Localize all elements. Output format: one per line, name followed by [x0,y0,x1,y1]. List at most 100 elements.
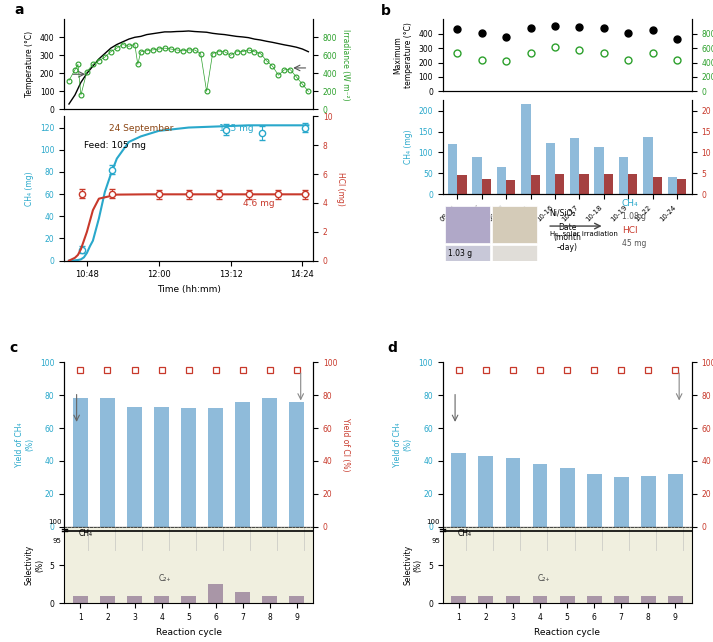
Text: Ni/SiO₂: Ni/SiO₂ [550,209,576,218]
Bar [154,406,169,527]
Bar [619,157,628,194]
Text: 95: 95 [431,538,440,544]
Bar [154,527,169,550]
Y-axis label: Yield of Cl (%): Yield of Cl (%) [341,418,350,471]
Bar [555,175,564,194]
Bar [587,527,602,603]
Bar [127,406,142,527]
Text: d: d [388,341,398,355]
Bar [545,143,555,194]
Y-axis label: CH₄ (mg): CH₄ (mg) [404,130,413,164]
X-axis label: Time (hh:mm): Time (hh:mm) [157,285,220,294]
Bar [289,527,304,550]
Bar [100,398,115,527]
Text: 95: 95 [53,538,62,544]
Bar [668,596,683,603]
Text: C₂₊: C₂₊ [537,573,550,582]
Bar [235,527,250,603]
Text: H₂, solar irradiation: H₂, solar irradiation [550,232,617,238]
Text: c: c [9,341,18,355]
Bar [497,166,506,194]
Bar [235,527,250,550]
Bar [614,527,629,603]
Bar [530,175,540,194]
Bar [533,464,548,527]
Bar [154,596,169,603]
Bar [181,596,196,603]
Bar [445,245,490,261]
Bar [478,527,493,603]
Y-axis label: Yield of CH₄
(%): Yield of CH₄ (%) [394,422,413,467]
Bar [587,596,602,603]
Text: 4.6 mg: 4.6 mg [243,199,275,208]
Bar [560,527,575,603]
Text: 24 September: 24 September [109,124,173,133]
Bar [208,408,223,527]
Bar [506,527,520,550]
Bar [668,527,683,550]
Bar [289,596,304,603]
X-axis label: Reaction cycle: Reaction cycle [155,628,222,637]
Text: CH₄: CH₄ [458,529,471,538]
Text: a: a [14,3,24,17]
Y-axis label: Selectivity
(%): Selectivity (%) [25,545,44,586]
Bar [587,527,602,550]
Bar [521,105,530,194]
Y-axis label: Irradiance (W m⁻²): Irradiance (W m⁻²) [341,28,350,100]
Bar [73,596,88,603]
Bar [448,144,457,194]
Bar [289,527,304,603]
Bar [643,137,652,194]
X-axis label: Date
(month
–day): Date (month –day) [553,223,581,252]
Bar [614,478,629,527]
Bar [614,596,629,603]
Bar [127,527,142,603]
Text: b: b [380,4,390,18]
Bar [677,179,686,194]
Bar [100,527,115,550]
Bar [478,596,493,603]
Text: 45 mg: 45 mg [622,239,646,248]
Y-axis label: CH₄ (mg): CH₄ (mg) [26,171,34,206]
Bar [235,402,250,527]
Bar [208,584,223,603]
Bar [289,402,304,527]
Bar [451,527,466,550]
Y-axis label: Selectivity
(%): Selectivity (%) [403,545,423,586]
Text: 100: 100 [426,519,440,525]
Bar [506,458,520,527]
Y-axis label: Yield of CH₄
(%): Yield of CH₄ (%) [15,422,34,467]
Text: Feed: 105 mg: Feed: 105 mg [84,141,146,150]
Bar [181,527,196,603]
Bar [587,474,602,527]
Bar [668,474,683,527]
Bar [614,527,629,550]
Text: C₂₊: C₂₊ [159,573,171,582]
Bar [457,175,466,194]
Bar [628,173,637,194]
Bar [604,175,613,194]
Bar [208,527,223,603]
Bar [235,592,250,603]
Bar [560,467,575,527]
Text: CH₄: CH₄ [622,199,639,208]
Bar [451,453,466,527]
Bar [473,157,482,194]
Bar [73,527,88,603]
Bar [73,398,88,527]
X-axis label: Reaction cycle: Reaction cycle [534,628,600,637]
Bar [493,206,537,243]
Bar [570,138,580,194]
Bar [506,596,520,603]
Bar [262,527,277,603]
Bar [560,596,575,603]
Bar [506,180,515,194]
Y-axis label: HCl (mg): HCl (mg) [336,171,345,205]
Bar [668,527,683,603]
Bar [451,596,466,603]
Bar [641,476,656,527]
Bar [580,174,589,194]
Bar [652,177,662,194]
Bar [533,527,548,550]
Bar [506,527,520,603]
